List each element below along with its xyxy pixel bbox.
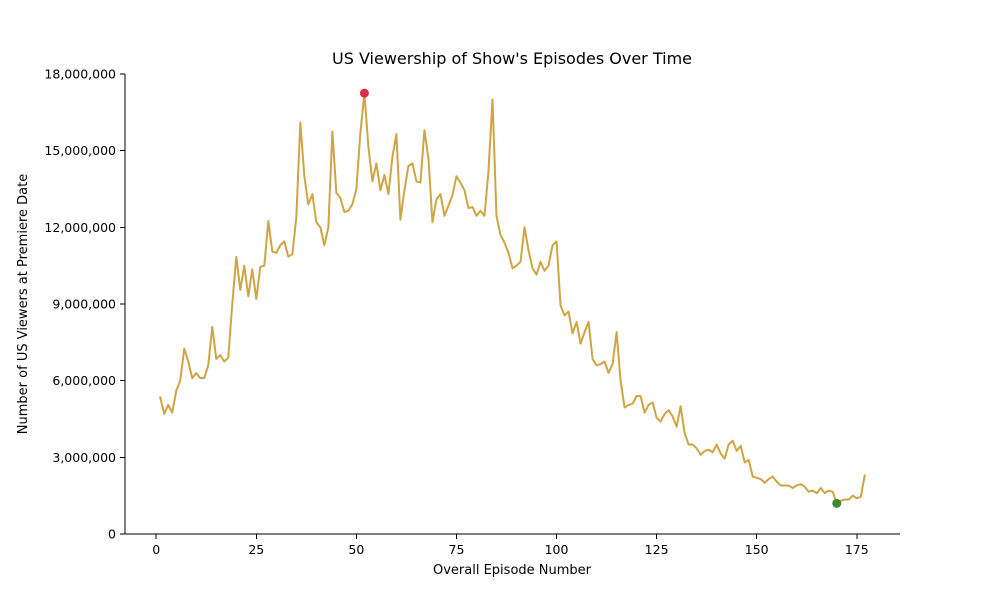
viewership-series-line — [159, 92, 866, 505]
max-point-marker — [359, 88, 369, 98]
y-tick-label: 0 — [108, 527, 116, 542]
plot-series — [159, 92, 866, 505]
x-tick-label: 150 — [745, 542, 769, 557]
x-tick-label: 75 — [449, 542, 465, 557]
x-tick-label: 25 — [248, 542, 264, 557]
x-tick-label: 175 — [845, 542, 869, 557]
x-tick-label: 0 — [152, 542, 160, 557]
min-point-marker — [832, 498, 842, 508]
y-tick-label: 12,000,000 — [44, 220, 116, 235]
x-axis-ticks: 0 25 50 75 100 125 150 175 — [152, 534, 869, 557]
x-tick-label: 100 — [545, 542, 569, 557]
y-axis-ticks: 0 3,000,000 6,000,000 9,000,000 12,000,000 15… — [44, 67, 125, 542]
x-tick-label: 50 — [348, 542, 364, 557]
y-tick-label: 3,000,000 — [52, 450, 116, 465]
y-tick-label: 9,000,000 — [52, 297, 116, 312]
plot-markers — [359, 88, 842, 508]
x-axis-label: Overall Episode Number — [433, 563, 592, 578]
y-tick-label: 6,000,000 — [52, 373, 116, 388]
y-tick-label: 15,000,000 — [44, 143, 116, 158]
chart-title: US Viewership of Show's Episodes Over Ti… — [332, 49, 692, 68]
y-tick-label: 18,000,000 — [44, 67, 116, 82]
x-tick-label: 125 — [645, 542, 669, 557]
y-axis-label: Number of US Viewers at Premiere Date — [16, 174, 31, 434]
